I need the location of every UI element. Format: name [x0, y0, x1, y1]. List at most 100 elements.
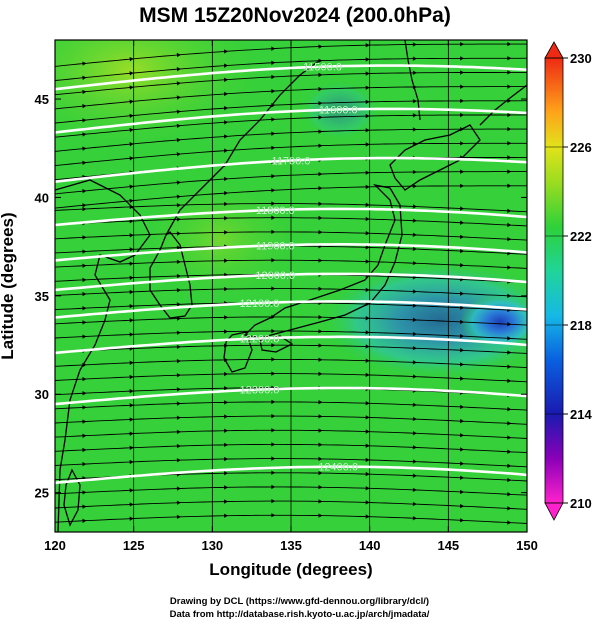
wind-arrow [460, 206, 465, 211]
x-tick-label: 150 [516, 538, 538, 553]
streamline [55, 316, 527, 326]
wind-arrow [460, 418, 465, 424]
wind-arrow [365, 85, 370, 90]
wind-arrow [129, 488, 134, 493]
wind-arrow [82, 405, 87, 410]
wind-arrow [129, 459, 134, 465]
wind-arrow [176, 273, 181, 279]
wind-arrow [129, 57, 134, 62]
wind-arrow [82, 391, 87, 396]
streamline [55, 86, 527, 110]
wind-arrow [365, 113, 370, 119]
streamline [55, 185, 527, 209]
wind-arrow [82, 89, 87, 95]
wind-arrow [412, 70, 417, 75]
wind-arrow [176, 259, 181, 265]
wind-arrow [129, 289, 134, 295]
wind-arrow [223, 176, 229, 182]
wind-arrow [176, 194, 181, 199]
wind-arrow [223, 120, 229, 125]
wind-arrow [223, 91, 229, 97]
contour-label: 12200.0 [240, 333, 280, 345]
wind-arrow [318, 129, 323, 134]
wind-arrow [365, 170, 370, 175]
wind-arrow [129, 403, 134, 408]
wind-arrow [271, 399, 276, 405]
wind-arrow [507, 321, 512, 327]
wind-arrow [176, 316, 181, 321]
wind-arrow [271, 456, 276, 461]
wind-arrow [412, 127, 417, 132]
wind-arrow [224, 329, 229, 334]
wind-arrow [507, 155, 512, 160]
colorbar-bottom-arrow [544, 502, 564, 521]
wind-arrow [176, 67, 181, 72]
wind-arrow [507, 293, 512, 298]
wind-arrow [271, 229, 276, 235]
coastline-sakhalin [404, 40, 421, 121]
height-contour [55, 64, 527, 91]
wind-arrow [460, 404, 465, 410]
wind-arrow [318, 470, 323, 476]
wind-arrow [129, 374, 134, 380]
wind-arrow [176, 344, 181, 350]
wind-arrow [271, 145, 276, 151]
wind-arrow [460, 183, 465, 189]
contour-label: 12300.0 [240, 385, 280, 397]
y-tick-label: 45 [35, 92, 49, 107]
wind-arrow [129, 303, 134, 309]
streamline [55, 443, 527, 454]
wind-arrow [507, 492, 512, 497]
wind-arrow [176, 123, 181, 129]
streamline [55, 71, 527, 96]
streamline [55, 142, 527, 167]
colorbar: 230 226 222 218 214 210 [544, 41, 592, 521]
wind-arrow [318, 215, 323, 221]
wind-arrow [176, 180, 181, 185]
wind-arrow [318, 442, 323, 447]
streamline [55, 259, 527, 269]
wind-arrow [271, 314, 276, 320]
wind-arrow [271, 470, 276, 475]
wind-arrow [176, 443, 181, 449]
wind-arrow [460, 42, 465, 47]
wind-arrow [129, 417, 134, 422]
wind-arrow [507, 126, 512, 132]
wind-arrow [318, 115, 323, 120]
colorbar-tick-label: 218 [570, 318, 592, 333]
height-contour [55, 335, 527, 355]
wind-arrow [129, 445, 134, 450]
wind-arrow [224, 230, 229, 235]
wind-arrow [318, 58, 323, 63]
wind-arrow [271, 131, 276, 136]
wind-arrow [460, 433, 465, 438]
wind-arrow [412, 99, 417, 104]
coastline-korea [149, 231, 193, 319]
streamline [55, 486, 527, 496]
wind-arrow [365, 57, 370, 62]
wind-arrow [224, 471, 229, 476]
wind-arrow [82, 263, 87, 268]
streamline [55, 114, 527, 138]
wind-arrow [507, 336, 512, 341]
wind-arrow [365, 486, 370, 491]
wind-arrow [176, 500, 181, 505]
wind-arrow [318, 143, 323, 148]
y-tick-label: 30 [35, 387, 49, 402]
wind-arrow [507, 407, 512, 412]
wind-arrow [176, 514, 181, 520]
streamline [55, 344, 527, 354]
wind-arrow [82, 433, 87, 438]
streamline [55, 171, 527, 195]
wind-arrow [271, 174, 276, 179]
wind-arrow [224, 315, 229, 320]
height-contour [55, 156, 527, 183]
wind-arrow [460, 461, 465, 466]
wind-arrow [365, 71, 370, 76]
wind-arrow [365, 443, 370, 448]
wind-arrow [82, 104, 87, 109]
wind-arrow [412, 232, 417, 237]
x-tick-label: 120 [44, 538, 66, 553]
y-axis-label: Latitude (degrees) [0, 212, 17, 360]
wind-arrow [507, 378, 512, 383]
